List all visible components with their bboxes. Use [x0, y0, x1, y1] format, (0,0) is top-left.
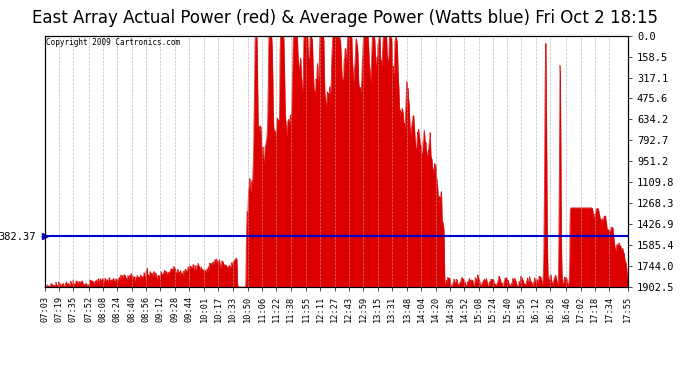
Text: East Array Actual Power (red) & Average Power (Watts blue) Fri Oct 2 18:15: East Array Actual Power (red) & Average …	[32, 9, 658, 27]
Text: Copyright 2009 Cartronics.com: Copyright 2009 Cartronics.com	[46, 38, 180, 47]
